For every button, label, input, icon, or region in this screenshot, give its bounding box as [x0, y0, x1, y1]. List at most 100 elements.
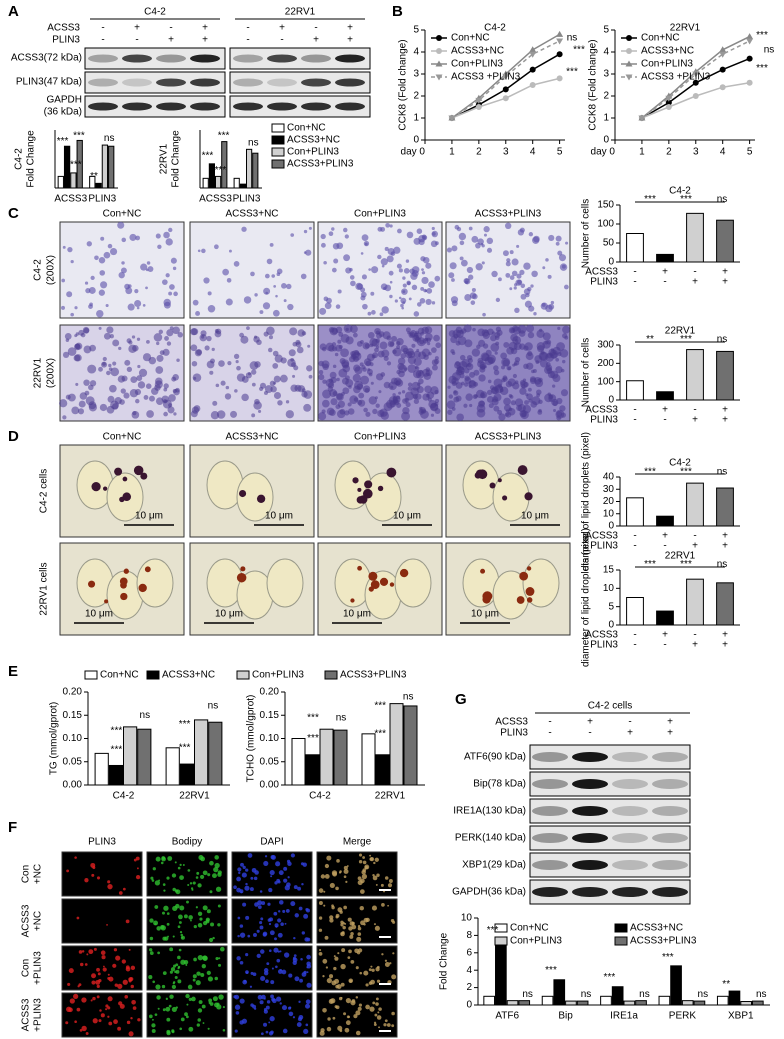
- cell-stain: [233, 995, 237, 999]
- cell-stain: [197, 249, 201, 253]
- cell-stain: [100, 1013, 105, 1018]
- cell-stain: [158, 329, 163, 335]
- lipid-droplet: [389, 582, 395, 587]
- cell-stain: [84, 963, 88, 966]
- y-tick-label: 0: [608, 257, 614, 268]
- cell-stain: [92, 1018, 98, 1024]
- cell-stain: [267, 918, 272, 922]
- condition-mark: -: [633, 630, 636, 641]
- cell-stain: [389, 962, 392, 965]
- bar: [76, 139, 83, 189]
- cell-stain: [337, 289, 342, 294]
- blot-band: [335, 78, 365, 87]
- band-label: GAPDH(36 kDa): [452, 887, 526, 898]
- point: [529, 46, 537, 53]
- cell-stain: [135, 875, 141, 880]
- cell-stain: [259, 310, 264, 315]
- y-tick-label: 20: [603, 496, 615, 507]
- cell-stain: [562, 333, 568, 339]
- cell-stain: [526, 324, 535, 333]
- cell-stain: [285, 400, 290, 404]
- cell-stain: [177, 332, 184, 338]
- point: [436, 48, 442, 54]
- cell-stain: [402, 283, 407, 288]
- cell-stain: [306, 961, 311, 966]
- cell-stain: [92, 866, 96, 870]
- cell-stain: [424, 385, 432, 394]
- cell-stain: [263, 331, 269, 337]
- cell-stain: [322, 1007, 327, 1013]
- legend-label: ACSS3+PLIN3: [630, 936, 697, 947]
- cell-stain: [193, 376, 197, 380]
- cell-stain: [107, 996, 113, 1002]
- cell-stain: [89, 344, 96, 352]
- cell-stain: [338, 331, 344, 337]
- cell-stain: [277, 918, 282, 923]
- cell-stain: [482, 312, 486, 317]
- cell-stain: [520, 283, 526, 289]
- cell-stain: [347, 408, 355, 415]
- cell-stain: [154, 1013, 158, 1017]
- cell-stain: [420, 331, 424, 336]
- cell-stain: [211, 347, 215, 352]
- cell-stain: [421, 348, 431, 357]
- treatment-mark: +: [202, 35, 208, 46]
- cell-stain: [283, 952, 290, 958]
- cell-stain: [107, 243, 113, 249]
- cell-stain: [558, 254, 567, 262]
- significance-label: ns: [756, 989, 767, 1000]
- cell-stain: [478, 374, 486, 382]
- cell-stain: [320, 874, 326, 879]
- cell-stain: [271, 274, 276, 278]
- cell-stain: [565, 241, 569, 245]
- cell-stain: [527, 331, 535, 339]
- cell-stain: [175, 969, 180, 974]
- cell-stain: [142, 304, 146, 307]
- cell-stain: [273, 284, 277, 288]
- band-label: (36 kDa): [44, 107, 82, 118]
- lipid-droplet: [516, 596, 525, 604]
- blot-band: [572, 887, 608, 897]
- cell-stain: [130, 1017, 133, 1020]
- cell-stain: [233, 353, 240, 360]
- lipid-droplet: [123, 568, 129, 574]
- cell-stain: [91, 980, 96, 985]
- scale-label: 10 μm: [393, 511, 421, 522]
- bar: [686, 482, 704, 527]
- cell-stain: [235, 1011, 240, 1015]
- cell-stain: [283, 866, 288, 871]
- cell-stain: [157, 244, 162, 249]
- legend-swatch: [614, 923, 628, 933]
- lipid-droplet: [88, 580, 96, 588]
- cell-stain: [340, 348, 349, 358]
- cell-stain: [318, 888, 324, 893]
- y-tick-label: 5: [603, 25, 609, 36]
- cell-stain: [402, 406, 410, 415]
- cell-stain: [336, 377, 340, 382]
- bar: [716, 219, 734, 263]
- cell-stain: [477, 328, 486, 337]
- cell-stain: [154, 905, 159, 909]
- cell-stain: [107, 884, 113, 890]
- condition-mark: -: [693, 531, 696, 542]
- cell-stain: [82, 326, 90, 334]
- y-tick-label: 0: [608, 395, 614, 406]
- cell-stain: [504, 222, 512, 230]
- cell-stain: [79, 962, 84, 967]
- cell-stain: [201, 964, 206, 969]
- cell-stain: [122, 887, 126, 891]
- cell-stain: [137, 381, 146, 389]
- cell-stain: [186, 1003, 189, 1006]
- bar: [495, 943, 507, 1006]
- cell-stain: [560, 389, 569, 397]
- cell-stain: [306, 954, 311, 960]
- cell-stain: [459, 240, 465, 246]
- cell-stain: [335, 886, 339, 891]
- cell-stain: [158, 879, 161, 882]
- cell-stain: [127, 284, 132, 289]
- panel-letter: E: [8, 663, 18, 680]
- cell-stain: [155, 233, 161, 239]
- cell-stain: [98, 326, 102, 330]
- cell-stain: [155, 984, 161, 990]
- cell-stain: [124, 359, 131, 366]
